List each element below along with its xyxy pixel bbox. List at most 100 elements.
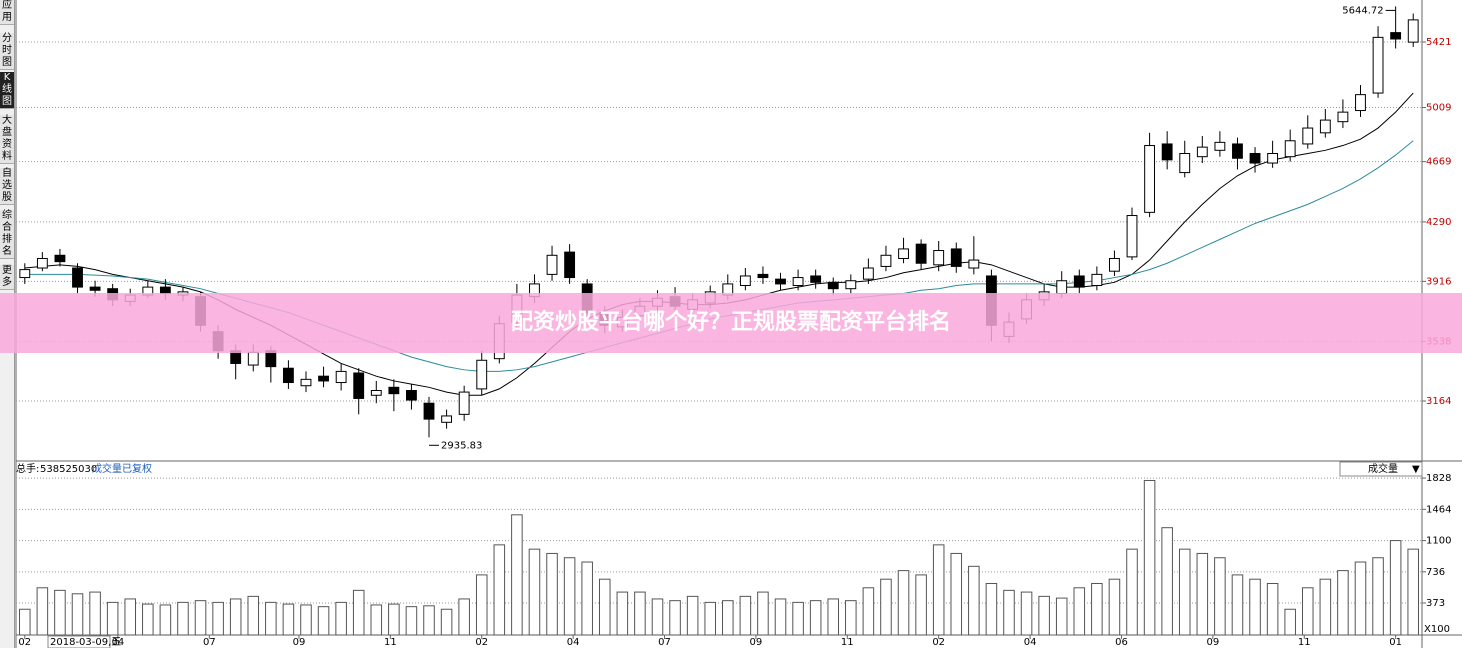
candle-body (19, 269, 31, 279)
volume-bar (142, 603, 154, 636)
volume-bar (616, 591, 629, 636)
x-tick-label: 11 (384, 637, 397, 648)
candle-body (370, 389, 382, 396)
cursor-date-box (47, 635, 111, 648)
x-tick-label: 09 (1206, 637, 1219, 648)
candle-body (353, 372, 365, 399)
volume-tick-label: 1464 (1426, 504, 1451, 515)
volume-bar (704, 601, 716, 636)
candle-body (1214, 141, 1226, 151)
candle-body (845, 280, 857, 290)
volume-bar (880, 578, 892, 636)
sidebar-tab[interactable]: K线图 (0, 72, 14, 109)
volume-bar (563, 557, 576, 636)
volume-label: 总手: (16, 462, 39, 475)
sidebar-tab[interactable]: 更多 (0, 265, 14, 290)
volume-bar (1214, 557, 1226, 636)
volume-bar (634, 591, 646, 636)
candle-body (388, 386, 400, 395)
volume-bar (827, 598, 840, 636)
candle-body (775, 278, 786, 285)
volume-bar (774, 598, 787, 636)
candle-body (1249, 152, 1261, 164)
candle-body (36, 257, 48, 269)
y-tick-label: 3164 (1426, 396, 1451, 407)
x-tick-label: 11 (841, 637, 854, 648)
volume-unit: X100 (1424, 624, 1450, 635)
volume-bar (300, 604, 312, 636)
watermark-banner: 配资炒股平台哪个好？正规股票配资平台排名 (0, 293, 1462, 353)
volume-bar (581, 561, 593, 636)
volume-bar (862, 587, 875, 636)
volume-bar (546, 552, 558, 636)
candle-body (458, 391, 470, 415)
volume-menu-box[interactable] (1339, 461, 1423, 477)
volume-bar (985, 582, 998, 636)
y-tick-label: 4669 (1426, 157, 1451, 168)
volume-bar (106, 601, 119, 636)
candle-body (282, 367, 294, 384)
x-tick-label: 04 (1024, 637, 1037, 648)
sidebar-tab[interactable]: 大盘资料 (0, 115, 14, 164)
x-tick-label: 06 (1115, 637, 1128, 648)
x-tick-label: 02 (932, 637, 945, 648)
candle-body (862, 267, 874, 280)
candle-body (1355, 94, 1366, 112)
volume-bar (405, 606, 418, 636)
sidebar-tab[interactable]: 综合排名 (0, 210, 14, 259)
x-tick-label: 01 (1389, 637, 1402, 648)
candle-body (1407, 19, 1419, 43)
candle-body (423, 402, 435, 420)
candle-body (1179, 152, 1191, 174)
x-tick-label: 02 (18, 637, 31, 648)
x-tick-label: 07 (658, 637, 671, 648)
candle-body (300, 378, 312, 387)
volume-bar (1354, 561, 1367, 636)
volume-bar (388, 603, 400, 636)
volume-menu: 成交量 (1368, 462, 1398, 475)
volume-bar (1126, 548, 1138, 636)
volume-bar (528, 548, 541, 636)
volume-bar (1073, 587, 1086, 636)
x-tick-label: 07 (203, 637, 216, 648)
volume-bar (809, 600, 822, 636)
sidebar-tab[interactable]: 自选股 (0, 168, 14, 205)
volume-bar (335, 601, 347, 636)
candle-body (476, 359, 488, 390)
volume-bar (19, 608, 31, 636)
volume-bar (1284, 608, 1296, 636)
sidebar-tab[interactable]: 分时图 (0, 33, 14, 70)
volume-bar (89, 591, 101, 636)
candle-body (564, 251, 576, 279)
y-tick-label: 3916 (1426, 276, 1451, 287)
volume-bar (1266, 582, 1279, 636)
candle-body (1109, 257, 1120, 272)
volume-bar (1337, 570, 1349, 636)
volume-bar (1372, 557, 1384, 636)
volume-bar (440, 608, 453, 636)
volume-tick-label: 736 (1426, 567, 1445, 578)
volume-bar (1389, 540, 1402, 636)
volume-bar (54, 589, 66, 636)
candle-body (827, 281, 839, 290)
volume-bar (317, 606, 330, 636)
volume-bar (247, 595, 260, 636)
volume-bar (669, 600, 681, 636)
volume-bar (475, 574, 488, 636)
candle-body (1372, 36, 1384, 94)
candle-body (1144, 145, 1156, 213)
volume-bar (932, 544, 945, 636)
sidebar-tab[interactable]: 应用 (0, 0, 14, 25)
candle-body (1390, 32, 1402, 40)
volume-bar (282, 603, 295, 636)
candle-body (933, 250, 945, 266)
volume-tick-label: 1100 (1426, 536, 1451, 547)
candle-body (968, 259, 980, 269)
volume-bar (686, 595, 699, 636)
candle-body (950, 248, 962, 267)
candle-body (1056, 280, 1068, 294)
volume-bar (651, 598, 664, 636)
candle-body (89, 286, 101, 291)
x-tick-label: 04 (567, 637, 580, 648)
volume-bar (792, 601, 804, 636)
